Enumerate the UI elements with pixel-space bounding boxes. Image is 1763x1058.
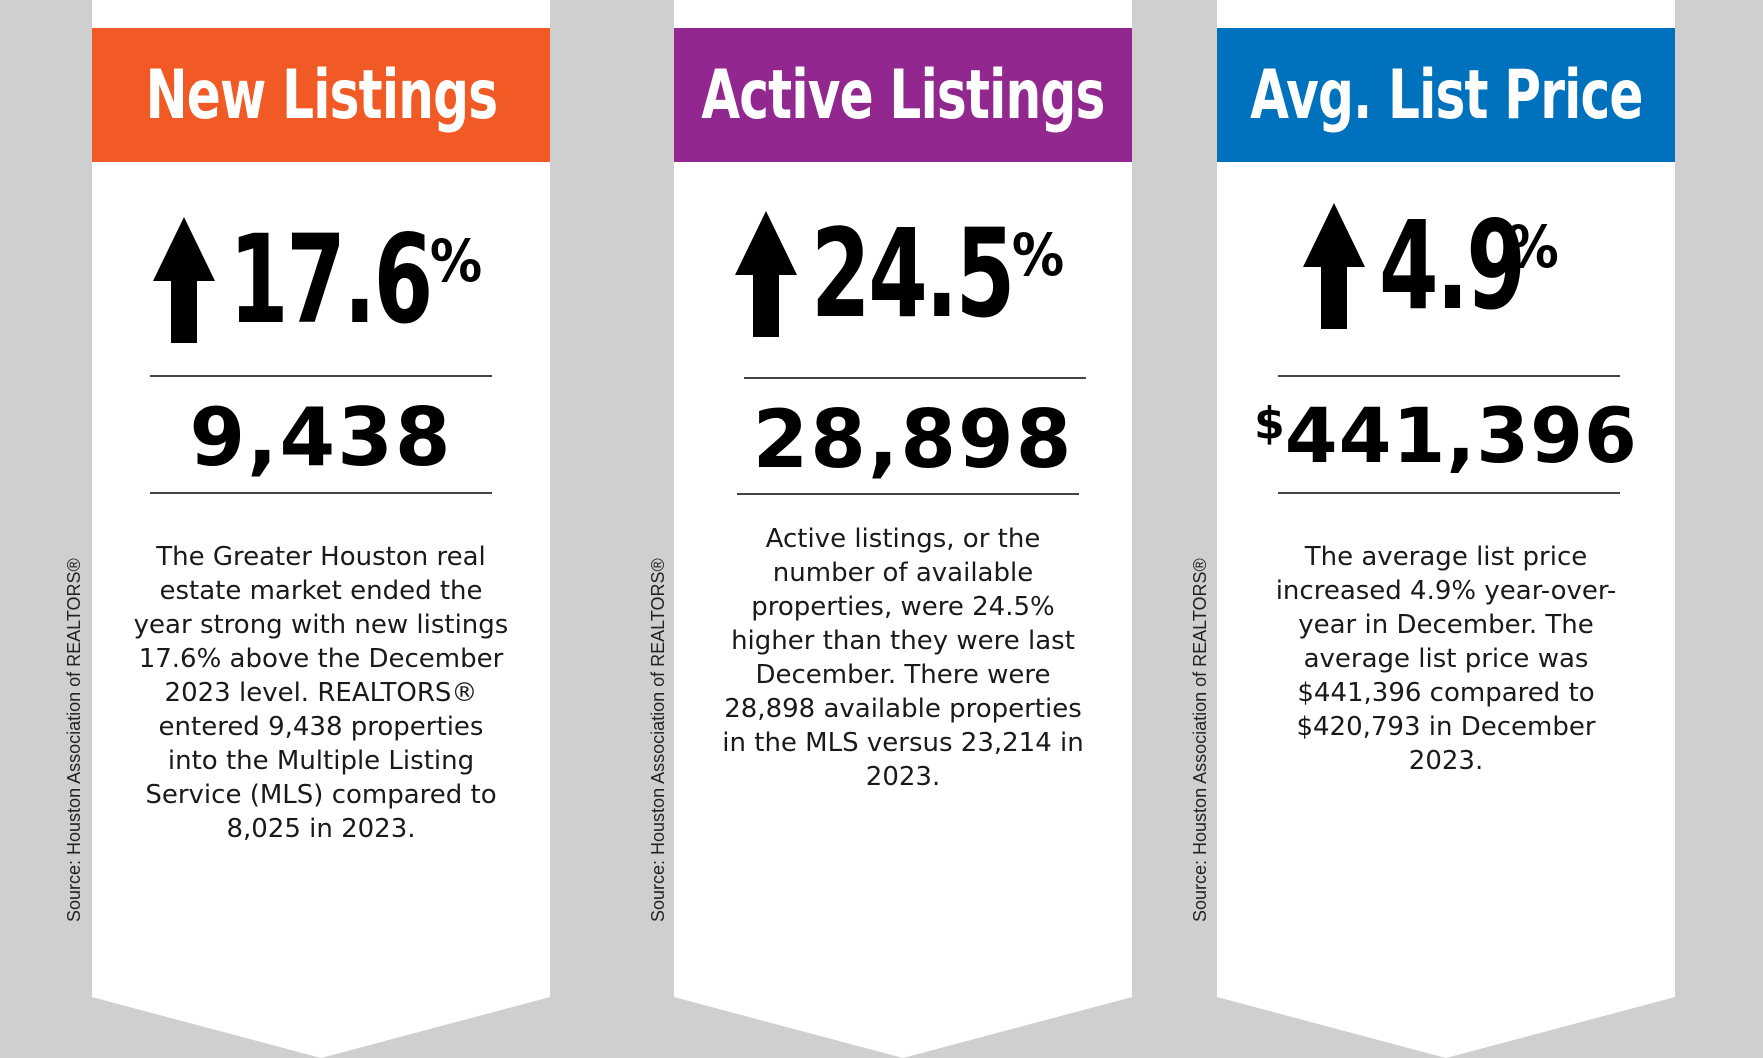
up-arrow-icon (735, 211, 797, 337)
panel-title-banner: Avg. List Price (1217, 28, 1675, 162)
change-row: 24.5 % (674, 204, 1132, 344)
percent-change: 17.6 (229, 209, 433, 351)
divider (1278, 492, 1620, 494)
panel-description: The average list price increased 4.9% ye… (1275, 542, 1617, 776)
divider (744, 377, 1086, 379)
price-value: $441,396 (1217, 398, 1675, 474)
new-listings-panel: New Listings 17.6 % 9,438 The Greater Ho… (92, 0, 550, 1058)
divider (737, 493, 1079, 495)
value-number: 9,438 (189, 391, 453, 484)
change-row: 17.6 % (92, 210, 550, 350)
source-label: Source: Houston Association of REALTORS® (1190, 558, 1210, 922)
panel-title: Avg. List Price (1249, 55, 1643, 135)
avg-list-price-panel: Avg. List Price 4.9 % $441,396 The avera… (1217, 0, 1675, 1058)
up-arrow-icon (153, 217, 215, 343)
percent-sign: % (429, 227, 483, 295)
percent-sign: % (1011, 221, 1065, 289)
percent-change: 24.5 (811, 203, 1015, 345)
value-number: 441,396 (1284, 391, 1638, 480)
panel-description: The Greater Houston real estate market e… (133, 542, 509, 844)
divider (150, 492, 492, 494)
up-arrow-icon (1303, 203, 1365, 329)
value-number: 28,898 (752, 393, 1074, 486)
percent-change: 4.9 (1379, 195, 1526, 337)
source-label: Source: Houston Association of REALTORS® (64, 558, 84, 922)
change-row: 4.9 % (1217, 196, 1675, 336)
panel-title: Active Listings (701, 55, 1105, 135)
panel-description: Active listings, or the number of availa… (722, 524, 1084, 792)
source-label: Source: Houston Association of REALTORS® (648, 558, 668, 922)
active-listings-panel: Active Listings 24.5 % 28,898 Active lis… (674, 0, 1132, 1058)
value-prefix: $ (1254, 398, 1285, 449)
divider (150, 375, 492, 377)
panel-title-banner: New Listings (92, 28, 550, 162)
panel-title-banner: Active Listings (674, 28, 1132, 162)
percent-sign: % (1506, 213, 1559, 281)
divider (1278, 375, 1620, 377)
panel-title: New Listings (145, 55, 497, 135)
count-value: 28,898 (674, 400, 1132, 480)
count-value: 9,438 (92, 398, 550, 478)
